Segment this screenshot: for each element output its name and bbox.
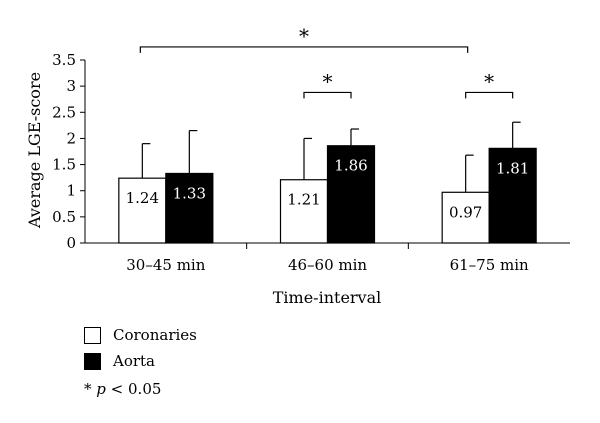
y-tick-label: 3.5 xyxy=(52,51,76,69)
legend: Coronaries Aorta xyxy=(84,322,197,374)
significance-star: * xyxy=(299,24,309,48)
significance-note-threshold: < 0.05 xyxy=(110,380,162,398)
y-tick-label: 0 xyxy=(66,234,76,252)
significance-brackets: * * * xyxy=(139,24,514,99)
y-tick-label: 1 xyxy=(66,182,76,200)
significance-star: * xyxy=(484,69,494,93)
significance-note: * p < 0.05 xyxy=(84,380,161,398)
legend-label-coronaries: Coronaries xyxy=(113,326,197,344)
data-label: 1.21 xyxy=(287,191,320,209)
data-label: 0.97 xyxy=(449,203,482,221)
y-tick-label: 1.5 xyxy=(52,156,76,174)
y-tick-label: 2 xyxy=(66,129,76,147)
significance-note-p: p xyxy=(96,380,106,398)
y-tick-label: 2.5 xyxy=(52,103,76,121)
legend-label-aorta: Aorta xyxy=(113,352,156,370)
x-tick-label: 46–60 min xyxy=(288,256,367,274)
bar-coronaries xyxy=(279,179,329,244)
significance-bracket xyxy=(465,91,514,99)
legend-item-coronaries: Coronaries xyxy=(84,322,197,348)
x-tick-label: 30–45 min xyxy=(126,256,205,274)
legend-item-aorta: Aorta xyxy=(84,348,197,374)
data-label: 1.86 xyxy=(334,157,367,175)
bar-coronaries xyxy=(118,177,167,244)
bar-aorta xyxy=(326,145,376,244)
bars: 1.24 1.33 1.21 1.86 0.97 1.81 xyxy=(118,121,537,244)
y-axis-label: Average LGE-score xyxy=(25,72,44,229)
bar-aorta xyxy=(165,172,214,244)
axes: 0 0.5 1 1.5 2 2.5 3 3.5 30–45 min 46–60 min 61–75 … xyxy=(52,51,570,274)
data-label: 1.24 xyxy=(126,189,159,207)
significance-star: * xyxy=(323,69,333,93)
legend-swatch-coronaries xyxy=(84,326,101,344)
legend-swatch-aorta xyxy=(84,352,101,370)
bar-coronaries xyxy=(441,191,490,244)
significance-bracket xyxy=(139,46,469,53)
significance-bracket xyxy=(303,91,352,99)
bar-aorta xyxy=(488,147,537,244)
x-tick-label: 61–75 min xyxy=(450,256,529,274)
significance-note-star: * xyxy=(84,380,92,398)
x-axis-label: Time-interval xyxy=(273,288,382,307)
y-tick-label: 3 xyxy=(66,77,76,95)
y-tick-label: 0.5 xyxy=(52,208,76,226)
data-label: 1.33 xyxy=(173,184,206,202)
data-label: 1.81 xyxy=(496,159,529,177)
